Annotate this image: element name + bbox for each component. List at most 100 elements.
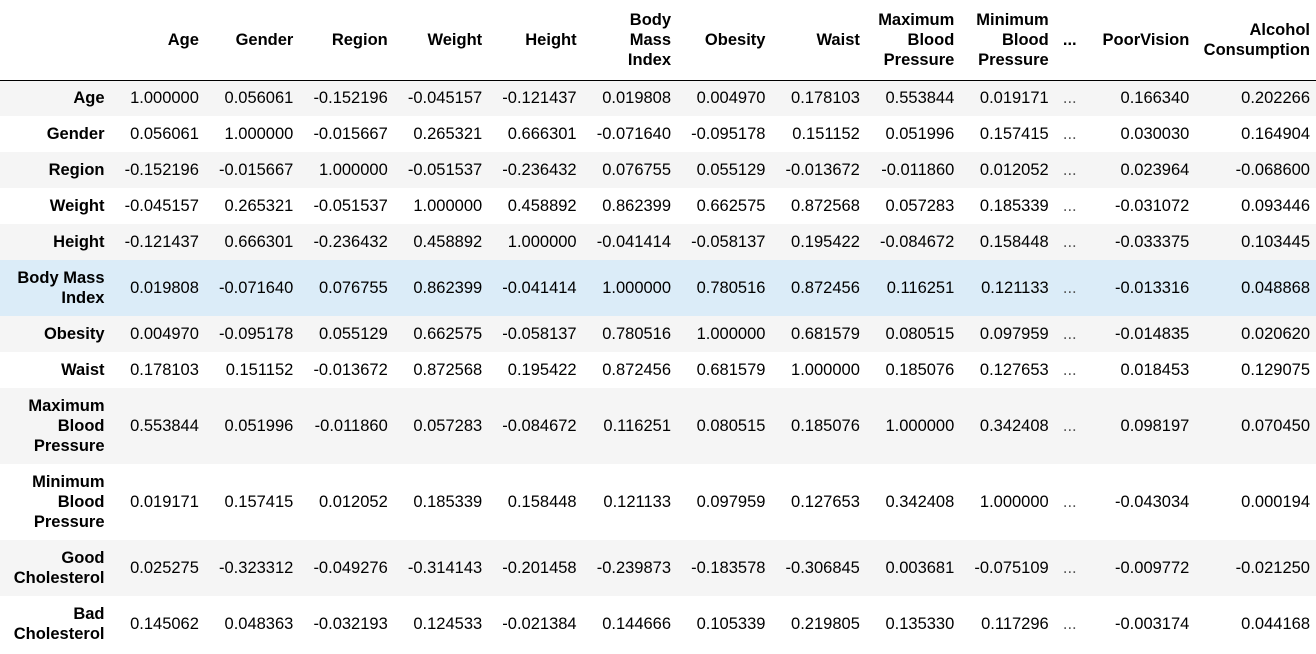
table-cell: 1.000000 xyxy=(224,125,294,143)
table-cell: 1.000000 xyxy=(885,417,955,435)
table-cell: 0.055129 xyxy=(318,325,388,343)
table-row: Waist 0.178103 0.151152 -0.013672 0.8725… xyxy=(0,352,1316,388)
column-header: Waist xyxy=(816,30,860,49)
table-cell: 0.862399 xyxy=(413,279,483,297)
table-cell: -0.084672 xyxy=(502,417,577,435)
table-cell: -0.306845 xyxy=(785,559,860,577)
table-cell: 0.265321 xyxy=(413,125,483,143)
table-cell: 0.105339 xyxy=(696,615,766,633)
table-cell-ellipsis: ... xyxy=(1062,493,1077,511)
table-cell: -0.068600 xyxy=(1235,161,1310,179)
table-cell: 0.553844 xyxy=(130,417,199,435)
table-cell: 0.097959 xyxy=(979,325,1049,343)
table-cell: 0.862399 xyxy=(602,197,672,215)
table-cell: -0.058137 xyxy=(502,325,577,343)
table-row: Height -0.121437 0.666301 -0.236432 0.45… xyxy=(0,224,1316,260)
table-cell-ellipsis: ... xyxy=(1062,161,1077,179)
table-cell: 0.185076 xyxy=(885,361,955,379)
table-cell: -0.009772 xyxy=(1115,559,1190,577)
table-cell: -0.121437 xyxy=(124,233,199,251)
row-label: Age xyxy=(73,89,105,108)
table-cell: 0.076755 xyxy=(602,161,672,179)
table-cell: 0.127653 xyxy=(791,493,860,511)
table-cell: 0.145062 xyxy=(130,615,199,633)
table-row: Weight -0.045157 0.265321 -0.051537 1.00… xyxy=(0,188,1316,224)
table-cell: -0.033375 xyxy=(1115,233,1190,251)
table-cell: 0.158448 xyxy=(507,493,577,511)
table-cell: -0.095178 xyxy=(691,125,766,143)
table-cell-ellipsis: ... xyxy=(1062,417,1077,435)
table-body: Age 1.000000 0.056061 -0.152196 -0.04515… xyxy=(0,80,1316,652)
table-cell: -0.003174 xyxy=(1115,615,1190,633)
table-cell: 0.780516 xyxy=(602,325,672,343)
table-cell-ellipsis: ... xyxy=(1062,325,1077,343)
table-cell: 0.129075 xyxy=(1241,361,1310,379)
table-cell-ellipsis: ... xyxy=(1062,279,1077,297)
table-cell: -0.015667 xyxy=(219,161,294,179)
table-cell: 1.000000 xyxy=(979,493,1049,511)
column-header: Obesity xyxy=(704,30,766,49)
table-cell: 0.681579 xyxy=(696,361,766,379)
row-label: Height xyxy=(53,233,105,251)
table-cell: 1.000000 xyxy=(507,233,577,251)
table-cell: 0.025275 xyxy=(130,559,199,577)
table-cell: 0.458892 xyxy=(413,233,483,251)
table-cell: -0.121437 xyxy=(502,89,577,108)
header-row: Age Gender Region Weight Height Body Mas… xyxy=(0,0,1316,80)
table-cell-ellipsis: ... xyxy=(1062,89,1077,108)
table-cell-ellipsis: ... xyxy=(1062,197,1077,215)
column-header: PoorVision xyxy=(1102,30,1190,49)
table-cell: 0.124533 xyxy=(413,615,483,633)
table-row: Age 1.000000 0.056061 -0.152196 -0.04515… xyxy=(0,80,1316,116)
table-cell: -0.201458 xyxy=(502,559,577,577)
row-label: Body Mass Index xyxy=(17,269,105,307)
table-header: Age Gender Region Weight Height Body Mas… xyxy=(0,0,1316,80)
table-cell-ellipsis: ... xyxy=(1062,615,1077,633)
row-label: Bad Cholesterol xyxy=(13,605,105,643)
table-cell: 0.070450 xyxy=(1241,417,1310,435)
index-header-corner xyxy=(0,0,111,80)
table-cell: 1.000000 xyxy=(602,279,672,297)
table-row: Maximum Blood Pressure 0.553844 0.051996… xyxy=(0,388,1316,464)
table-cell: 0.666301 xyxy=(507,125,577,143)
table-cell: -0.071640 xyxy=(219,279,294,297)
table-cell: 0.178103 xyxy=(791,89,860,108)
table-row: Obesity 0.004970 -0.095178 0.055129 0.66… xyxy=(0,316,1316,352)
table-cell: 0.166340 xyxy=(1120,89,1190,108)
table-cell: 0.057283 xyxy=(885,197,955,215)
table-cell: 0.342408 xyxy=(885,493,955,511)
table-cell: 0.872456 xyxy=(602,361,672,379)
table-cell: -0.071640 xyxy=(596,125,672,143)
table-cell: -0.049276 xyxy=(313,559,388,577)
table-cell: 0.681579 xyxy=(791,325,860,343)
column-header: Age xyxy=(167,30,199,49)
column-header: Minimum Blood Pressure xyxy=(976,10,1049,69)
table-cell: 0.004970 xyxy=(130,325,199,343)
table-cell: -0.015667 xyxy=(313,125,388,143)
table-cell: -0.013672 xyxy=(785,161,860,179)
table-cell: 0.662575 xyxy=(696,197,766,215)
table-cell: -0.041414 xyxy=(502,279,577,297)
table-cell: 0.158448 xyxy=(979,233,1049,251)
table-cell: -0.011860 xyxy=(881,161,955,179)
table-cell: 0.265321 xyxy=(224,197,294,215)
table-cell: -0.032193 xyxy=(313,615,388,633)
table-cell: 0.185076 xyxy=(791,417,860,435)
table-cell: 1.000000 xyxy=(696,325,766,343)
table-cell: -0.314143 xyxy=(407,559,483,577)
table-cell: 0.055129 xyxy=(696,161,766,179)
table-cell: -0.045157 xyxy=(124,197,199,215)
table-cell: -0.045157 xyxy=(407,89,483,108)
table-cell-ellipsis: ... xyxy=(1062,233,1077,251)
table-cell: 0.157415 xyxy=(979,125,1049,143)
table-cell: -0.236432 xyxy=(502,161,577,179)
table-cell: 0.019808 xyxy=(602,89,672,108)
table-cell: 0.012052 xyxy=(979,161,1049,179)
table-cell: 0.121133 xyxy=(981,279,1049,297)
table-cell: 0.057283 xyxy=(413,417,483,435)
table-cell: -0.323312 xyxy=(219,559,294,577)
table-cell: 0.048363 xyxy=(224,615,294,633)
table-row: Good Cholesterol 0.025275 -0.323312 -0.0… xyxy=(0,540,1316,596)
table-cell: -0.051537 xyxy=(407,161,483,179)
